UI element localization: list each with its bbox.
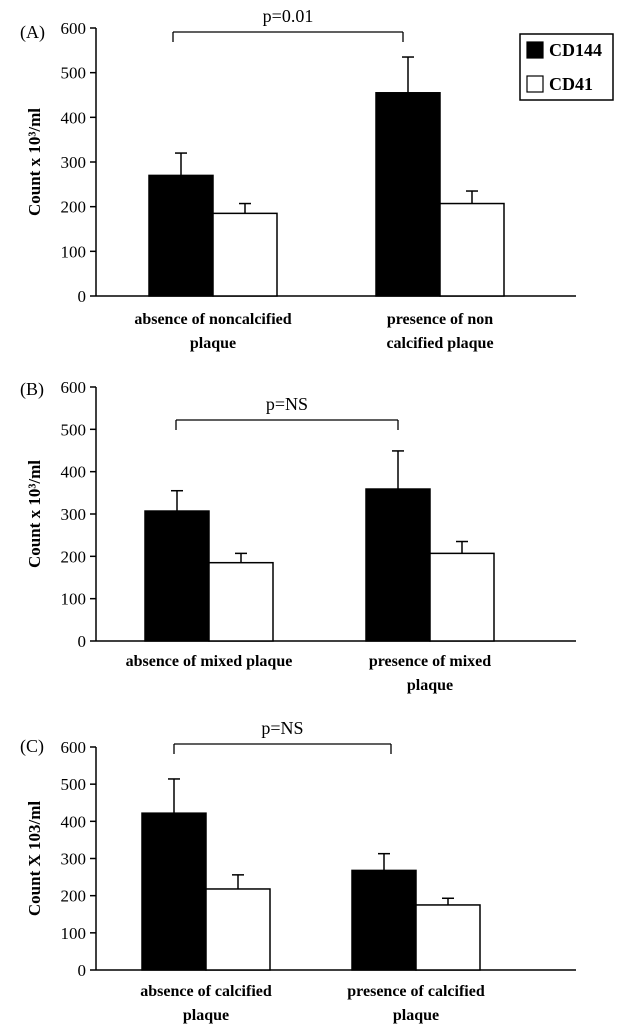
panel-1: (B) 0 100 200 300 400 500 600 Count x 10³/ml abse… (20, 378, 576, 694)
y-tick-label: 100 (61, 242, 87, 261)
legend-swatch-cd144 (526, 41, 544, 59)
panel-label: (C) (20, 736, 44, 757)
x-category-label: presence of mixed (369, 653, 491, 670)
legend: CD144 CD41 (519, 33, 614, 101)
y-tick-label: 300 (61, 850, 87, 869)
panel-label: (A) (20, 22, 45, 43)
y-tick-label: 400 (61, 463, 87, 482)
p-value-annotation: p=NS (266, 394, 308, 414)
bar-cd41 (205, 888, 271, 971)
x-category-label: absence of noncalcified (134, 311, 291, 328)
legend-swatch-cd41 (526, 75, 544, 93)
y-tick-label: 400 (61, 812, 87, 831)
bar-cd144 (375, 92, 441, 297)
x-category-label: plaque (183, 1007, 229, 1024)
y-tick-label: 300 (61, 505, 87, 524)
y-tick-label: 100 (61, 924, 87, 943)
y-tick-label: 600 (61, 378, 87, 397)
bar-cd41 (439, 202, 505, 297)
y-tick-label: 0 (78, 287, 87, 306)
bar-cd144 (351, 869, 417, 971)
panel-label: (B) (20, 379, 44, 400)
bar-cd41 (415, 904, 481, 971)
x-category-label: presence of calcified (347, 983, 485, 1000)
y-tick-label: 200 (61, 198, 87, 217)
bar-cd144 (365, 488, 431, 642)
bar-cd41 (212, 212, 278, 297)
bar-cd144 (148, 174, 214, 297)
y-axis-label: Count x 10³/ml (25, 108, 44, 216)
y-tick-label: 600 (61, 19, 87, 38)
bar-cd144 (141, 812, 207, 971)
bar-cd41 (208, 561, 274, 642)
p-value-annotation: p=NS (261, 718, 303, 738)
p-value-annotation: p=0.01 (263, 6, 314, 26)
bar-cd144 (144, 510, 210, 642)
y-tick-label: 300 (61, 153, 87, 172)
x-category-label: absence of calcified (140, 983, 272, 1000)
y-tick-label: 100 (61, 590, 87, 609)
panel-2: (C) 0 100 200 300 400 500 600 Count X 103/ml abse… (20, 718, 576, 1024)
legend-label-cd144: CD144 (549, 40, 602, 60)
y-tick-label: 500 (61, 775, 87, 794)
panels: (A) 0 100 200 300 400 500 600 Count x 10³/ml abse… (20, 6, 576, 1024)
y-tick-label: 600 (61, 738, 87, 757)
y-tick-label: 400 (61, 108, 87, 127)
panel-0: (A) 0 100 200 300 400 500 600 Count x 10³/ml abse… (20, 6, 576, 352)
y-axis-label: Count x 10³/ml (25, 460, 44, 568)
legend-label-cd41: CD41 (549, 74, 593, 94)
x-category-label: plaque (407, 677, 453, 694)
y-tick-label: 0 (78, 961, 87, 980)
y-tick-label: 500 (61, 420, 87, 439)
x-category-label: calcified plaque (386, 335, 493, 352)
x-category-label: presence of non (387, 311, 493, 328)
bar-cd41 (429, 552, 495, 642)
x-category-label: absence of mixed plaque (126, 653, 293, 670)
y-tick-label: 500 (61, 64, 87, 83)
x-category-label: plaque (190, 335, 236, 352)
y-tick-label: 0 (78, 632, 87, 651)
x-category-label: plaque (393, 1007, 439, 1024)
y-tick-label: 200 (61, 547, 87, 566)
y-tick-label: 200 (61, 887, 87, 906)
y-axis-label: Count X 103/ml (25, 801, 44, 917)
